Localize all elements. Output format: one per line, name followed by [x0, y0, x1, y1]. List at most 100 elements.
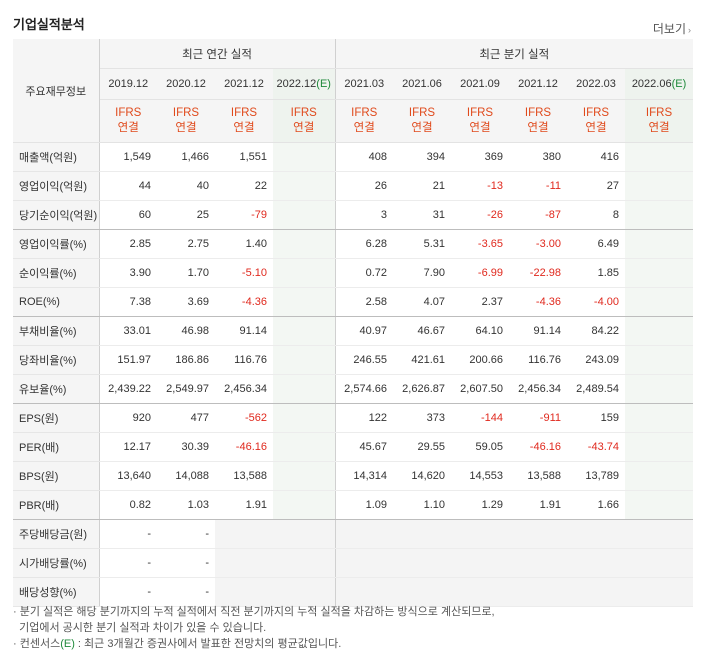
year-label: 2021.09 [460, 78, 500, 90]
year-label: 2019.12 [108, 78, 149, 90]
quarterly-cell: 64.10 [451, 316, 509, 346]
quarterly-cell: 29.55 [393, 432, 451, 462]
annual-cell [273, 403, 336, 433]
quarterly-cell: -4.36 [509, 287, 567, 317]
annual-cell: -79 [215, 200, 273, 230]
table-row: EPS(원) 920 477 -562 122 373 -144 -911 159 [13, 403, 694, 433]
quarterly-cell [335, 548, 393, 578]
annual-cell: 14,088 [157, 461, 215, 491]
ifrs-header: IFRS 연결 [335, 99, 393, 143]
quarterly-cell: 8 [567, 200, 625, 230]
quarterly-cell: 0.72 [335, 258, 393, 288]
quarterly-cell [451, 519, 509, 549]
annual-cell: 1.03 [157, 490, 215, 520]
table-row: PBR(배) 0.82 1.03 1.91 1.09 1.10 1.29 1.91 1.66 [13, 490, 694, 520]
quarterly-cell: 416 [567, 142, 625, 172]
table-row: 시가배당률(%) - - [13, 548, 694, 578]
annual-cell: -5.10 [215, 258, 273, 288]
quarterly-cell: -22.98 [509, 258, 567, 288]
quarterly-cell [625, 461, 694, 491]
consolidated-label: 연결 [411, 122, 433, 134]
table-row: 당기순이익(억원) 60 25 -79 3 31 -26 -87 8 [13, 200, 694, 230]
quarterly-cell [625, 287, 694, 317]
quarterly-cell [625, 200, 694, 230]
annual-cell [273, 490, 336, 520]
quarterly-cell [509, 519, 567, 549]
annual-cell: 2,456.34 [215, 374, 273, 404]
quarterly-cell: 7.90 [393, 258, 451, 288]
footnote-3-prefix: · 컨센서스 [13, 638, 61, 650]
consolidated-label: 연결 [233, 122, 255, 134]
quarterly-cell: -911 [509, 403, 567, 433]
annual-cell: 1.40 [215, 229, 273, 259]
annual-cell: 25 [157, 200, 215, 230]
estimate-mark: (E) [671, 78, 687, 90]
ifrs-header: IFRS 연결 [509, 99, 567, 143]
quarterly-group-header: 최근 분기 실적 [335, 39, 694, 69]
quarterly-cell: 40.97 [335, 316, 393, 346]
quarterly-cell [451, 577, 509, 607]
year-label: 2021.12 [224, 78, 264, 90]
annual-cell: - [157, 548, 215, 578]
quarterly-cell: -13 [451, 171, 509, 201]
annual-cell: - [157, 577, 215, 607]
annual-cell [273, 229, 336, 259]
annual-cell: 1,466 [157, 142, 215, 172]
annual-cell: 1.70 [157, 258, 215, 288]
financial-table: 주요재무정보 최근 연간 실적 최근 분기 실적 2019.12 2020.12 2… [13, 39, 694, 607]
footnote-1: · 분기 실적은 해당 분기까지의 누적 실적에서 직전 분기까지의 누적 실적… [13, 606, 495, 618]
annual-cell: 2,439.22 [99, 374, 157, 404]
quarterly-cell [625, 171, 694, 201]
quarterly-cell [567, 577, 625, 607]
annual-cell: 7.38 [99, 287, 157, 317]
ifrs-header: IFRS 연결 [625, 99, 694, 143]
ifrs-header: IFRS 연결 [393, 99, 451, 143]
ifrs-label: IFRS [582, 107, 610, 119]
ifrs-header: IFRS 연결 [451, 99, 509, 143]
quarterly-cell: 369 [451, 142, 509, 172]
year-label: 2022.03 [576, 78, 616, 90]
quarterly-cell [625, 432, 694, 462]
quarterly-cell: 31 [393, 200, 451, 230]
annual-cell: 477 [157, 403, 215, 433]
quarterly-cell: 13,588 [509, 461, 567, 491]
quarterly-cell: 14,553 [451, 461, 509, 491]
footnotes: · 분기 실적은 해당 분기까지의 누적 실적에서 직전 분기까지의 누적 실적… [13, 604, 495, 652]
quarterly-cell [625, 142, 694, 172]
row-label: 순이익률(%) [13, 258, 100, 288]
annual-cell: 116.76 [215, 345, 273, 375]
annual-cell [273, 345, 336, 375]
annual-cell [273, 171, 336, 201]
quarterly-cell: 2,607.50 [451, 374, 509, 404]
ifrs-label: IFRS [115, 107, 142, 119]
table-row: 유보율(%) 2,439.22 2,549.97 2,456.34 2,574.66 2,… [13, 374, 694, 404]
quarterly-cell: 45.67 [335, 432, 393, 462]
quarterly-cell: -3.65 [451, 229, 509, 259]
annual-cell: 3.90 [99, 258, 157, 288]
annual-cell: -4.36 [215, 287, 273, 317]
table-row: 순이익률(%) 3.90 1.70 -5.10 0.72 7.90 -6.99 -22.98 1… [13, 258, 694, 288]
quarterly-cell: 159 [567, 403, 625, 433]
row-label: PER(배) [13, 432, 100, 462]
quarterly-cell: 373 [393, 403, 451, 433]
quarterly-cell [451, 548, 509, 578]
annual-cell [273, 258, 336, 288]
ifrs-label: IFRS [172, 107, 200, 119]
annual-cell: 33.01 [99, 316, 157, 346]
ifrs-label: IFRS [351, 107, 378, 119]
quarterly-cell: 1.09 [335, 490, 393, 520]
more-link[interactable]: 더보기 › [653, 20, 691, 37]
quarterly-cell: 243.09 [567, 345, 625, 375]
table-row: PER(배) 12.17 30.39 -46.16 45.67 29.55 59.05 -46… [13, 432, 694, 462]
quarterly-cell: -43.74 [567, 432, 625, 462]
row-label: 주당배당금(원) [13, 519, 100, 549]
annual-cell: 186.86 [157, 345, 215, 375]
annual-cell [273, 432, 336, 462]
annual-cell [273, 287, 336, 317]
quarterly-cell [625, 548, 694, 578]
annual-cell: 13,640 [99, 461, 157, 491]
annual-group-header: 최근 연간 실적 [99, 39, 336, 69]
year-label: 2021.12 [518, 78, 558, 90]
quarterly-cell [625, 577, 694, 607]
quarterly-cell: 6.28 [335, 229, 393, 259]
